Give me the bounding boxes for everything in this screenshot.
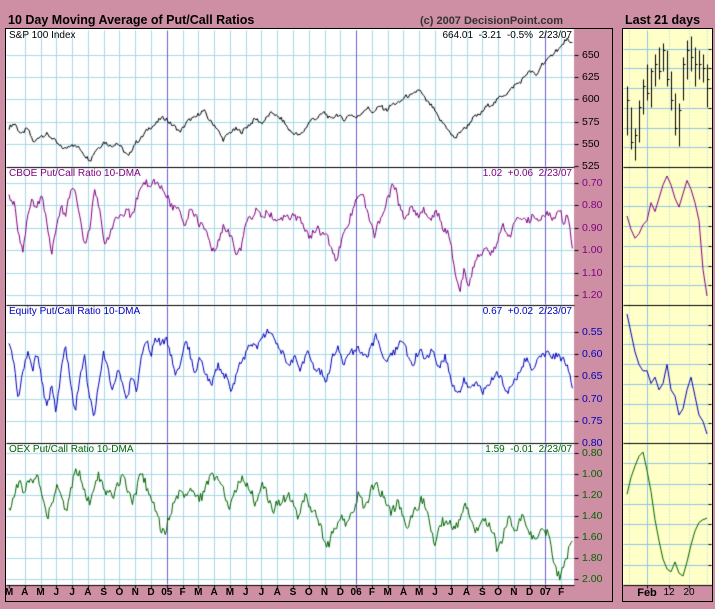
month-label-0: M bbox=[4, 587, 14, 598]
month-label-19: O bbox=[304, 587, 313, 598]
panel-label-sp100: S&P 100 Index bbox=[9, 30, 76, 41]
month-label-9: D bbox=[147, 587, 155, 598]
month-label-6: S bbox=[100, 587, 107, 598]
panel-quote-cboe: 1.02 +0.06 2/23/07 bbox=[482, 168, 572, 179]
title-bar: 10 Day Moving Average of Put/Call Ratios… bbox=[5, 8, 613, 28]
y-tick-label-cboe: 0.90 bbox=[582, 222, 603, 234]
panel-quote-oex: 1.59 -0.01 2/23/07 bbox=[485, 444, 572, 455]
main-chart-canvas bbox=[6, 29, 612, 601]
month-label-18: S bbox=[289, 587, 297, 598]
y-tick-label-sp100: 600 bbox=[582, 93, 600, 105]
y-tick-label-equity: 0.80 bbox=[582, 437, 603, 449]
y-tick-label-oex: 1.40 bbox=[582, 510, 603, 522]
y-tick-label-cboe: 0.80 bbox=[582, 199, 603, 211]
panel-label-cboe: CBOE Put/Call Ratio 10-DMA bbox=[9, 168, 141, 179]
month-label-14: M bbox=[225, 587, 235, 598]
last21-canvas bbox=[623, 29, 712, 601]
main-chart-frame: M A M J J A S O N D 05 F M A M J J A S O N D 06 F M A M J J A S O N D 07 F … bbox=[5, 28, 613, 602]
y-tick-label-sp100: 525 bbox=[582, 160, 600, 172]
month-label-32: N bbox=[510, 587, 518, 598]
month-label-20: N bbox=[320, 587, 329, 598]
y-tick-label-equity: 0.65 bbox=[582, 370, 603, 382]
y-tick-label-equity: 0.60 bbox=[582, 348, 603, 360]
copyright-text: (c) 2007 DecisionPoint.com bbox=[419, 15, 563, 27]
x-axis-month-labels: M A M J J A S O N D 05 F M A M J J A S O N D 06 F M A M J J A S O N D 07 F bbox=[5, 585, 574, 601]
last21-xlabel-Feb: Feb bbox=[637, 587, 657, 599]
month-label-11: F bbox=[179, 587, 186, 598]
month-label-7: O bbox=[115, 587, 124, 598]
month-label-13: A bbox=[210, 587, 218, 598]
month-label-26: M bbox=[415, 587, 424, 598]
last21-title: Last 21 days bbox=[625, 13, 701, 27]
month-label-10: 05 bbox=[161, 587, 173, 598]
y-tick-label-equity: 0.70 bbox=[582, 393, 603, 405]
y-tick-label-equity: 0.55 bbox=[582, 326, 603, 338]
month-label-2: M bbox=[36, 587, 45, 598]
month-label-27: J bbox=[432, 587, 438, 598]
y-tick-label-oex: 1.20 bbox=[582, 489, 603, 501]
last21-frame: Feb 12 20 bbox=[622, 28, 713, 602]
y-tick-label-oex: 0.80 bbox=[582, 447, 603, 459]
month-label-30: S bbox=[478, 587, 486, 598]
month-label-33: D bbox=[526, 587, 534, 598]
month-label-4: J bbox=[69, 587, 75, 598]
last21-x-labels: Feb 12 20 bbox=[623, 585, 712, 601]
month-label-22: 06 bbox=[350, 587, 362, 598]
month-label-35: F bbox=[558, 587, 565, 598]
month-label-16: J bbox=[258, 587, 265, 598]
month-label-21: D bbox=[336, 587, 344, 598]
month-label-34: 07 bbox=[539, 587, 551, 598]
month-label-28: J bbox=[447, 587, 454, 598]
y-tick-label-oex: 1.80 bbox=[582, 552, 603, 564]
month-label-29: A bbox=[462, 587, 471, 598]
month-label-23: F bbox=[368, 587, 375, 598]
month-label-31: O bbox=[494, 587, 502, 598]
last21-block: Last 21 days Feb 12 20 bbox=[622, 8, 713, 602]
panel-label-equity: Equity Put/Call Ratio 10-DMA bbox=[9, 306, 141, 317]
y-tick-label-sp100: 650 bbox=[582, 49, 600, 61]
y-tick-label-equity: 0.75 bbox=[582, 415, 603, 427]
month-label-1: A bbox=[21, 587, 29, 598]
month-label-12: M bbox=[194, 587, 203, 598]
y-tick-label-sp100: 575 bbox=[582, 116, 600, 128]
y-tick-label-cboe: 1.10 bbox=[582, 267, 603, 279]
last21-xlabel-20: 20 bbox=[683, 587, 695, 598]
month-label-25: A bbox=[399, 587, 408, 598]
month-label-8: N bbox=[131, 587, 139, 598]
month-label-24: M bbox=[383, 587, 392, 598]
y-tick-label-cboe: 1.00 bbox=[582, 244, 603, 256]
y-tick-label-sp100: 550 bbox=[582, 138, 600, 150]
last21-xlabel-12: 12 bbox=[663, 587, 675, 598]
month-label-5: A bbox=[84, 587, 92, 598]
y-tick-label-oex: 1.60 bbox=[582, 531, 603, 543]
y-tick-label-cboe: 0.70 bbox=[582, 177, 603, 189]
y-tick-label-cboe: 1.20 bbox=[582, 289, 603, 301]
panel-quote-equity: 0.67 +0.02 2/23/07 bbox=[482, 306, 572, 317]
month-label-15: J bbox=[242, 587, 249, 598]
y-tick-label-oex: 1.00 bbox=[582, 468, 603, 480]
panel-label-oex: OEX Put/Call Ratio 10-DMA bbox=[9, 444, 134, 455]
main-chart-block: 10 Day Moving Average of Put/Call Ratios… bbox=[5, 8, 613, 602]
panel-quote-sp100: 664.01 -3.21 -0.5% 2/23/07 bbox=[442, 30, 572, 41]
month-label-17: A bbox=[273, 587, 281, 598]
month-label-3: J bbox=[53, 587, 60, 598]
y-tick-label-oex: 2.00 bbox=[582, 573, 603, 585]
page-title: 10 Day Moving Average of Put/Call Ratios bbox=[8, 13, 255, 27]
y-tick-label-sp100: 625 bbox=[582, 71, 600, 83]
